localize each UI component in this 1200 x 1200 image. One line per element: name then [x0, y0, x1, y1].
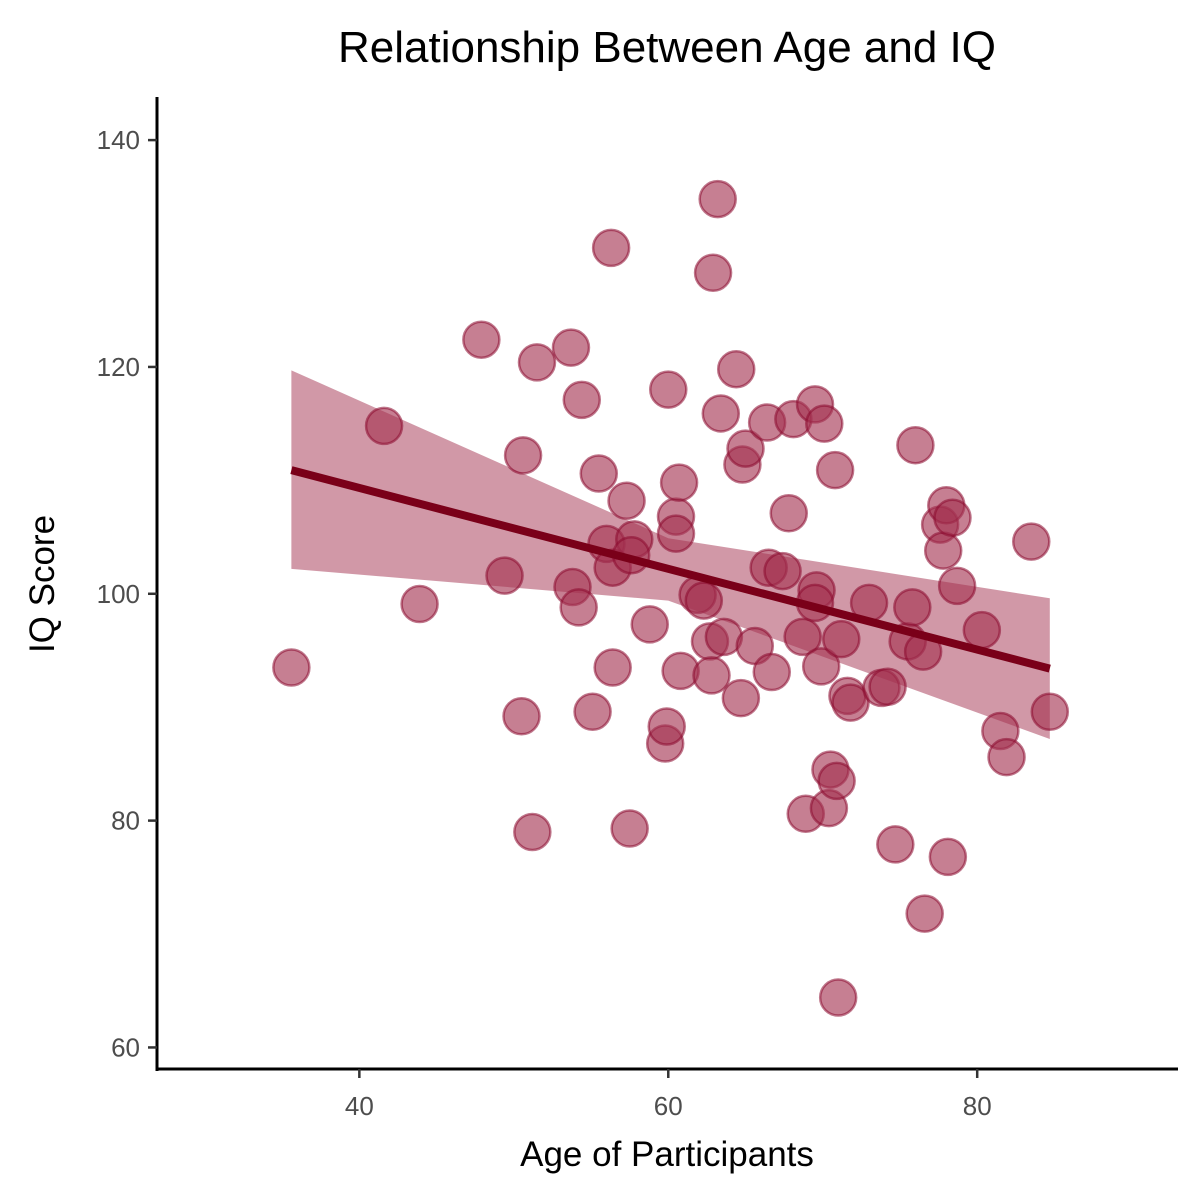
confidence-band-layer: [291, 370, 1050, 739]
data-point: [822, 619, 861, 659]
data-point: [831, 683, 870, 722]
data-point: [868, 667, 907, 707]
y-tick-label: 60: [111, 1032, 140, 1062]
y-axis-title: IQ Score: [23, 515, 62, 653]
data-point: [593, 648, 632, 687]
confidence-band: [291, 370, 1050, 739]
data-point: [551, 328, 591, 367]
data-point: [502, 697, 541, 736]
data-point: [573, 692, 612, 731]
data-point: [923, 531, 963, 570]
data-point: [400, 584, 439, 624]
y-tick-label: 100: [97, 579, 140, 609]
fit-line-layer: [290, 466, 1051, 673]
data-point: [630, 605, 669, 644]
x-tick-label: 40: [345, 1091, 374, 1121]
data-point: [815, 450, 855, 490]
data-point: [1030, 692, 1070, 731]
data-point: [716, 349, 756, 389]
data-point: [817, 761, 856, 801]
data-point: [693, 253, 733, 293]
x-axis-ticks: 40 60 80: [345, 1069, 992, 1121]
data-point: [364, 406, 404, 446]
data-point: [485, 556, 524, 595]
data-point: [607, 481, 646, 521]
data-point: [769, 493, 809, 533]
data-point: [896, 425, 935, 465]
data-point: [647, 707, 686, 746]
data-point: [818, 978, 858, 1017]
data-point: [656, 514, 696, 553]
data-point: [726, 429, 765, 468]
data-point: [801, 647, 841, 686]
x-tick-label: 60: [654, 1091, 683, 1121]
data-point: [721, 678, 761, 718]
data-point: [962, 610, 1002, 650]
data-point: [649, 370, 688, 409]
data-point: [928, 837, 968, 877]
data-points-layer: [272, 179, 1070, 1017]
data-point: [876, 825, 915, 864]
data-point: [684, 581, 724, 620]
y-tick-label: 80: [111, 806, 140, 836]
data-point: [701, 394, 741, 433]
data-point: [579, 454, 619, 493]
data-point: [763, 551, 802, 591]
data-point: [905, 894, 944, 933]
data-point: [933, 498, 972, 538]
data-point: [692, 656, 731, 695]
data-point: [937, 566, 977, 606]
regression-line: [290, 466, 1051, 673]
data-point: [805, 404, 844, 443]
data-point: [987, 737, 1026, 777]
data-point: [659, 463, 699, 502]
data-point: [1012, 522, 1051, 561]
data-point: [462, 320, 501, 359]
data-point: [698, 179, 737, 219]
y-tick-label: 140: [97, 125, 140, 155]
data-point: [517, 343, 557, 382]
chart-title: Relationship Between Age and IQ: [338, 23, 996, 72]
data-point: [562, 380, 602, 420]
data-point: [272, 648, 311, 687]
data-point: [503, 436, 543, 475]
data-point: [591, 228, 631, 268]
data-point: [610, 809, 649, 848]
data-point: [783, 617, 822, 657]
x-axis-title: Age of Participants: [520, 1135, 814, 1174]
y-tick-label: 120: [97, 352, 140, 382]
data-point: [513, 812, 552, 852]
data-point: [559, 588, 598, 627]
x-tick-label: 80: [963, 1091, 992, 1121]
y-axis-ticks: 60 80 100 120 140: [97, 125, 157, 1062]
data-point: [893, 588, 932, 627]
data-point: [752, 652, 792, 692]
